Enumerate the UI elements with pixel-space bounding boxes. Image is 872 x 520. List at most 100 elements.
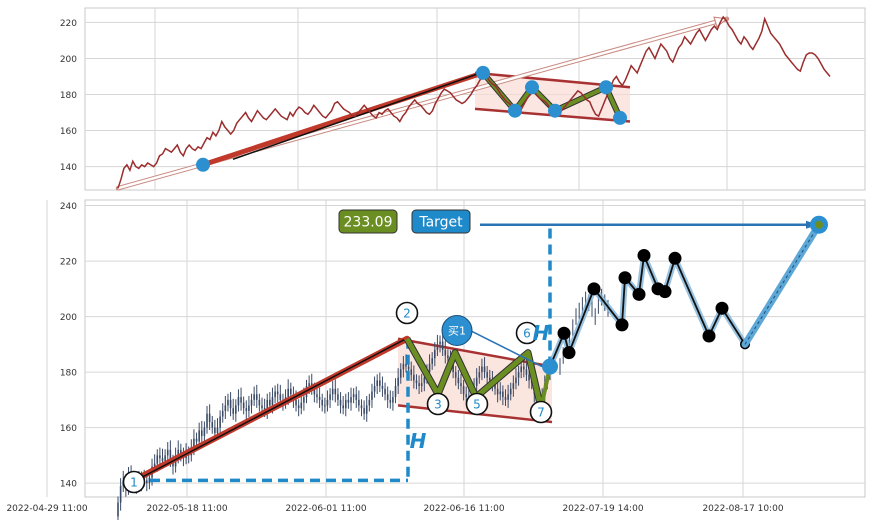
bottom-y-tick-labels: 140 160 180 200 220 240 bbox=[60, 202, 77, 490]
candle-body bbox=[169, 449, 172, 461]
candle-body bbox=[198, 430, 200, 442]
candle-body bbox=[253, 394, 255, 400]
candle-body bbox=[507, 394, 509, 400]
candle-body bbox=[457, 377, 460, 384]
candle-body bbox=[376, 380, 378, 386]
top-start-marker bbox=[196, 157, 210, 172]
candle-body bbox=[444, 349, 447, 356]
bottom-final-leg bbox=[741, 221, 823, 348]
candle-body bbox=[297, 405, 300, 409]
pattern-point-label: 2 bbox=[403, 307, 411, 321]
candle-body bbox=[274, 391, 276, 398]
candle-body bbox=[502, 391, 504, 398]
candle-body bbox=[242, 402, 245, 409]
candle-body bbox=[232, 408, 234, 414]
candle-body bbox=[504, 397, 507, 400]
candle-body bbox=[324, 405, 326, 407]
candle-body bbox=[156, 455, 159, 464]
candle-body bbox=[229, 399, 232, 409]
pattern-point-label: 5 bbox=[473, 398, 481, 412]
candle-body bbox=[352, 394, 355, 398]
candle-body bbox=[342, 405, 344, 409]
candle-body bbox=[447, 355, 449, 359]
candle-body bbox=[488, 377, 491, 381]
bottom-target-marker-core bbox=[815, 220, 823, 229]
candle-body bbox=[499, 391, 502, 395]
bottom-x-tick-label: 2022-06-16 11:00 bbox=[423, 504, 504, 514]
bottom-impulse-core bbox=[137, 339, 405, 481]
candle-body bbox=[465, 394, 468, 398]
candle-body bbox=[475, 377, 478, 386]
top-zigzag-marker bbox=[599, 80, 613, 95]
candle-body bbox=[295, 399, 297, 406]
pattern-point-circle bbox=[529, 400, 553, 424]
buy-signal-bubble bbox=[441, 314, 473, 346]
candle-body bbox=[350, 397, 352, 403]
bottom-x-tick-label: 2022-06-01 11:00 bbox=[285, 504, 366, 514]
candle-body bbox=[290, 388, 292, 395]
candle-body bbox=[166, 449, 169, 456]
candle-body bbox=[193, 438, 195, 448]
bottom-x-tick-label: 2022-05-18 11:00 bbox=[146, 504, 227, 514]
candle-body bbox=[392, 397, 394, 403]
candle-body bbox=[224, 405, 227, 411]
candle-body bbox=[326, 399, 329, 406]
candle-body bbox=[454, 372, 457, 378]
candle-body bbox=[386, 394, 389, 400]
top-zigzag-marker bbox=[548, 103, 562, 118]
candle-body bbox=[363, 408, 365, 414]
target-label: Target bbox=[418, 215, 463, 231]
candle-body bbox=[221, 410, 224, 417]
pattern-point-label: 6 bbox=[523, 327, 531, 341]
h-height-label-target: H bbox=[533, 321, 550, 345]
candle-body bbox=[248, 405, 250, 411]
bottom-projection-marker bbox=[668, 251, 682, 265]
h-height-label: H bbox=[410, 429, 427, 453]
candle-body bbox=[528, 374, 530, 381]
candle-body bbox=[146, 480, 148, 484]
top-price-line bbox=[117, 15, 831, 189]
candle-body bbox=[431, 358, 433, 364]
target-label-box bbox=[411, 209, 471, 234]
candle-body bbox=[321, 399, 324, 406]
candle-body bbox=[384, 388, 386, 395]
candle-body bbox=[159, 455, 161, 459]
candle-body bbox=[478, 372, 481, 378]
candle-body bbox=[177, 449, 180, 456]
candle-body bbox=[360, 405, 363, 409]
bottom-channel-upper bbox=[397, 337, 553, 368]
top-zigzag-marker bbox=[613, 110, 627, 125]
target-value-box bbox=[338, 209, 398, 234]
candle-body bbox=[515, 377, 517, 384]
top-grid bbox=[85, 8, 865, 190]
pattern-point-circle bbox=[395, 301, 419, 325]
pattern-point-circle bbox=[426, 392, 450, 416]
candle-body bbox=[300, 402, 303, 409]
candle-body bbox=[486, 372, 488, 378]
bottom-x-tick-labels: 2022-04-29 11:00 2022-05-18 11:00 2022-06-… bbox=[6, 504, 783, 514]
candle-body bbox=[418, 383, 420, 386]
top-price-panel: 140 160 180 200 220 bbox=[60, 7, 866, 191]
candle-body bbox=[303, 397, 305, 403]
candle-body bbox=[394, 385, 397, 398]
bottom-x-tick-label: 2022-04-29 11:00 bbox=[6, 504, 87, 514]
bottom-projection-marker bbox=[715, 301, 729, 315]
bottom-y-tick-label: 160 bbox=[60, 424, 77, 434]
candle-body bbox=[339, 399, 342, 406]
top-zigzag-marker bbox=[508, 103, 522, 118]
candle-body bbox=[240, 397, 242, 403]
bottom-projection-marker bbox=[637, 249, 651, 263]
candle-body bbox=[148, 477, 151, 484]
candle-body bbox=[389, 399, 392, 403]
top-y-tick-labels: 140 160 180 200 220 bbox=[60, 19, 77, 173]
candle-body bbox=[235, 405, 237, 414]
bottom-y-tick-label: 140 bbox=[60, 480, 77, 490]
candle-body bbox=[337, 394, 339, 400]
candle-body bbox=[347, 399, 350, 403]
candle-body bbox=[269, 399, 271, 406]
bottom-projection-marker bbox=[562, 346, 576, 360]
candle-body bbox=[481, 366, 483, 373]
pattern-point-label: 7 bbox=[537, 406, 545, 420]
candle-body bbox=[358, 399, 360, 406]
candle-body bbox=[172, 460, 174, 467]
